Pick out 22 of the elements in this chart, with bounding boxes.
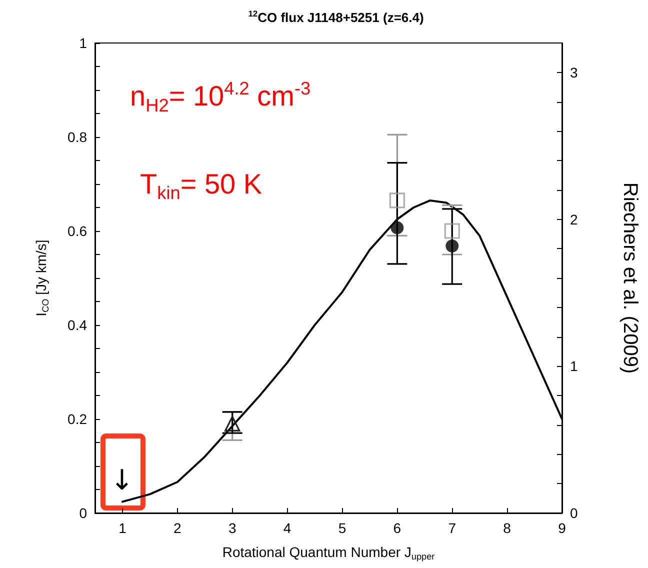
y2-tick-label: 2 (570, 211, 578, 228)
x-tick-label: 2 (174, 520, 182, 536)
y2-tick-label: 0 (570, 505, 578, 521)
y-tick-label: 1 (79, 35, 88, 51)
y-axis-title: ICO [Jy km/s] (32, 240, 50, 316)
y2-tick-label: 1 (570, 358, 578, 374)
x-tick-label: 9 (558, 520, 566, 536)
annotation: ↓ (110, 464, 134, 496)
x-tick-label: 4 (283, 520, 292, 536)
x-tick-label: 8 (503, 520, 512, 536)
y-tick-label: 0.4 (68, 317, 88, 333)
y-tick-label: 0.2 (68, 411, 88, 427)
x-tick-label: 3 (228, 520, 236, 536)
y2-tick-label: 3 (570, 64, 578, 80)
y-tick-label: 0 (79, 505, 88, 521)
x-tick-label: 6 (393, 520, 402, 536)
x-tick-label: 5 (338, 520, 346, 536)
x-tick-label: 7 (448, 520, 456, 536)
x-tick-label: 1 (118, 520, 127, 536)
y-tick-label: 0.8 (68, 129, 88, 145)
y2-axis-title: Riechers et al. (2009) (619, 182, 641, 374)
y-tick-label: 0.6 (68, 223, 88, 239)
